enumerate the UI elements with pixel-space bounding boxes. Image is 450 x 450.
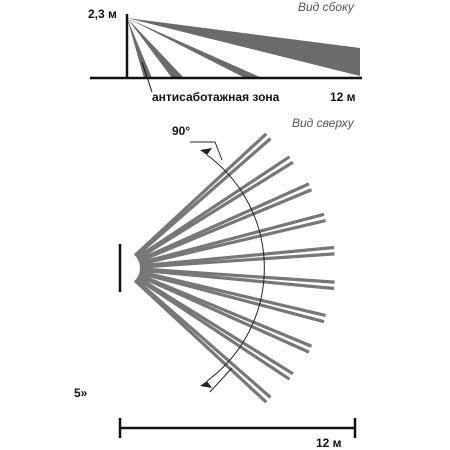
beam (134, 137, 272, 258)
top-view: 90° Вид сверху 12 м 5» (74, 116, 357, 450)
distance-label: 12 м (330, 90, 356, 104)
beam (133, 279, 268, 404)
beam (139, 252, 335, 269)
beam (137, 274, 310, 354)
angle-arc (206, 154, 265, 382)
view-title: Вид сбоку (298, 0, 355, 14)
beam (127, 18, 360, 76)
beam (139, 218, 326, 266)
beam (137, 182, 310, 262)
pointer (141, 61, 153, 93)
height-label: 2,3 м (88, 7, 117, 21)
leader (214, 141, 223, 161)
beam (138, 273, 313, 348)
beam (139, 267, 335, 284)
beam (127, 18, 152, 78)
beam (127, 18, 262, 78)
distance-label: 12 м (316, 436, 342, 450)
leader (209, 367, 233, 393)
angle-label: 90° (172, 124, 190, 138)
arrow (200, 381, 212, 388)
beam (139, 270, 326, 318)
beam (138, 212, 325, 265)
beam (138, 271, 325, 324)
edge-text: 5» (74, 386, 88, 400)
beam (127, 18, 184, 78)
beam (138, 188, 313, 263)
beam (139, 245, 335, 268)
beam (135, 276, 291, 381)
zone-label: антисаботажная зона (152, 90, 280, 104)
beam (134, 278, 272, 399)
beam (136, 275, 294, 376)
side-view: 2,3 м Вид сбоку антисаботажная зона 12 м (88, 0, 362, 104)
beam (133, 132, 268, 257)
beam (139, 268, 335, 291)
beam (135, 155, 291, 260)
arrow (200, 148, 212, 155)
view-title: Вид сверху (292, 116, 355, 130)
beam (136, 160, 294, 261)
